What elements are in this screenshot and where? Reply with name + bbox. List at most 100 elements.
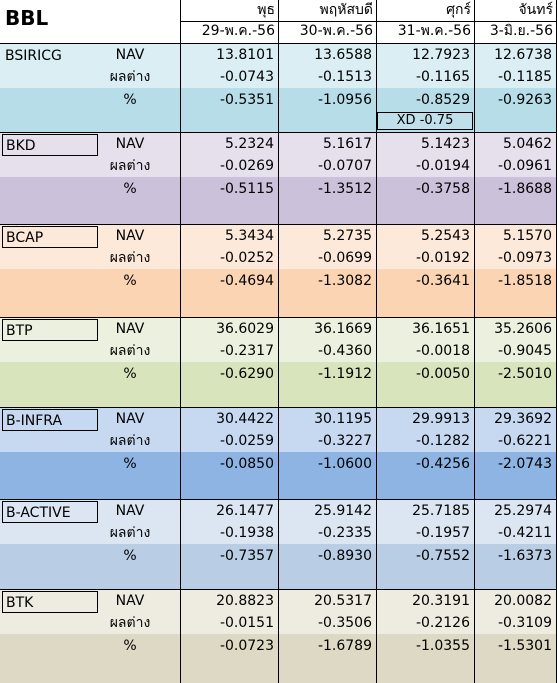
row-label: NAV: [115, 321, 145, 337]
value-cell: 30.4422: [216, 411, 274, 427]
value-cell: -0.6290: [219, 366, 274, 382]
grid-line: [376, 0, 377, 683]
value-cell: 36.1651: [412, 321, 470, 337]
value-cell: 20.5317: [314, 593, 372, 609]
value-cell: 36.1669: [314, 321, 372, 337]
row-label: ผลต่าง: [109, 158, 151, 174]
row-label: ผลต่าง: [109, 343, 151, 359]
value-cell: 29.3692: [494, 411, 552, 427]
value-cell: 5.2735: [323, 228, 372, 244]
value-cell: -0.3758: [415, 181, 470, 197]
value-cell: 5.2324: [225, 136, 274, 152]
row-label: %: [123, 548, 137, 564]
value-cell: -0.4256: [415, 456, 470, 472]
row-label: ผลต่าง: [109, 615, 151, 631]
value-cell: -1.6373: [497, 548, 552, 564]
value-cell: 5.0462: [503, 136, 552, 152]
value-cell: -0.0259: [219, 433, 274, 449]
row-label: ผลต่าง: [109, 69, 151, 85]
row-label: %: [123, 181, 137, 197]
value-cell: -0.0192: [415, 250, 470, 266]
value-cell: -0.6221: [497, 433, 552, 449]
row-label: %: [123, 366, 137, 382]
row-label: ผลต่าง: [109, 433, 151, 449]
value-cell: -0.5351: [219, 92, 274, 108]
value-cell: -0.0252: [219, 250, 274, 266]
row-label: ผลต่าง: [109, 525, 151, 541]
value-cell: -0.8529: [415, 92, 470, 108]
value-cell: 13.6588: [314, 47, 372, 63]
column-day-header: ศุกร์: [446, 2, 471, 18]
value-cell: -0.0050: [415, 366, 470, 382]
value-cell: -0.0850: [219, 456, 274, 472]
value-cell: -0.0269: [219, 158, 274, 174]
value-cell: -1.8688: [497, 181, 552, 197]
value-cell: 5.1423: [421, 136, 470, 152]
grid-line: [180, 0, 181, 683]
value-cell: 20.0082: [494, 593, 552, 609]
row-label: NAV: [115, 593, 145, 609]
value-cell: -0.3227: [317, 433, 372, 449]
row-label: NAV: [115, 136, 145, 152]
value-cell: -0.2317: [219, 343, 274, 359]
row-label: NAV: [115, 411, 145, 427]
value-cell: 25.7185: [412, 503, 470, 519]
value-cell: -0.1938: [219, 525, 274, 541]
fund-name: B-INFRA: [2, 409, 98, 431]
value-cell: -0.1185: [497, 69, 552, 85]
value-cell: 12.7923: [412, 47, 470, 63]
row-label: %: [123, 456, 137, 472]
value-cell: -0.5115: [219, 181, 274, 197]
column-day-header: พฤหัสบดี: [319, 2, 373, 18]
value-cell: 26.1477: [216, 503, 274, 519]
value-cell: -1.6789: [317, 638, 372, 654]
value-cell: 25.9142: [314, 503, 372, 519]
value-cell: 5.1617: [323, 136, 372, 152]
value-cell: -1.0355: [415, 638, 470, 654]
value-cell: 5.1570: [503, 228, 552, 244]
column-date-header: 29-พ.ค.-56: [201, 23, 275, 39]
grid-line: [474, 0, 475, 683]
value-cell: 30.1195: [314, 411, 372, 427]
value-cell: -0.2126: [415, 615, 470, 631]
column-date-header: 30-พ.ค.-56: [299, 23, 373, 39]
column-day-header: พุธ: [257, 2, 275, 18]
value-cell: -0.1165: [415, 69, 470, 85]
xd-note: XD -0.75: [377, 112, 473, 130]
fund-name: BCAP: [2, 226, 98, 248]
row-label: NAV: [115, 503, 145, 519]
value-cell: 12.6738: [494, 47, 552, 63]
value-cell: 36.6029: [216, 321, 274, 337]
value-cell: -1.8518: [497, 273, 552, 289]
fund-name: BSIRICG: [5, 48, 62, 64]
row-label: %: [123, 273, 137, 289]
value-cell: -0.4360: [317, 343, 372, 359]
column-day-header: จันทร์: [518, 2, 553, 18]
row-label: NAV: [115, 228, 145, 244]
value-cell: -0.3506: [317, 615, 372, 631]
value-cell: -0.1513: [317, 69, 372, 85]
value-cell: 35.2606: [494, 321, 552, 337]
value-cell: -0.0973: [497, 250, 552, 266]
value-cell: -1.0600: [317, 456, 372, 472]
value-cell: -0.8930: [317, 548, 372, 564]
row-label: NAV: [115, 47, 145, 63]
fund-name: BKD: [2, 134, 98, 156]
row-label: %: [123, 638, 137, 654]
value-cell: 25.2974: [494, 503, 552, 519]
value-cell: -0.3641: [415, 273, 470, 289]
grid-line: [278, 0, 279, 683]
grid-line: [181, 21, 557, 22]
value-cell: -0.7552: [415, 548, 470, 564]
value-cell: -0.0194: [415, 158, 470, 174]
value-cell: -0.2335: [317, 525, 372, 541]
value-cell: -0.0707: [317, 158, 372, 174]
value-cell: -1.1912: [317, 366, 372, 382]
value-cell: -0.1957: [415, 525, 470, 541]
value-cell: -1.3082: [317, 273, 372, 289]
value-cell: -1.5301: [497, 638, 552, 654]
sheet-title: BBL: [5, 6, 49, 30]
row-label: ผลต่าง: [109, 250, 151, 266]
value-cell: -0.0699: [317, 250, 372, 266]
